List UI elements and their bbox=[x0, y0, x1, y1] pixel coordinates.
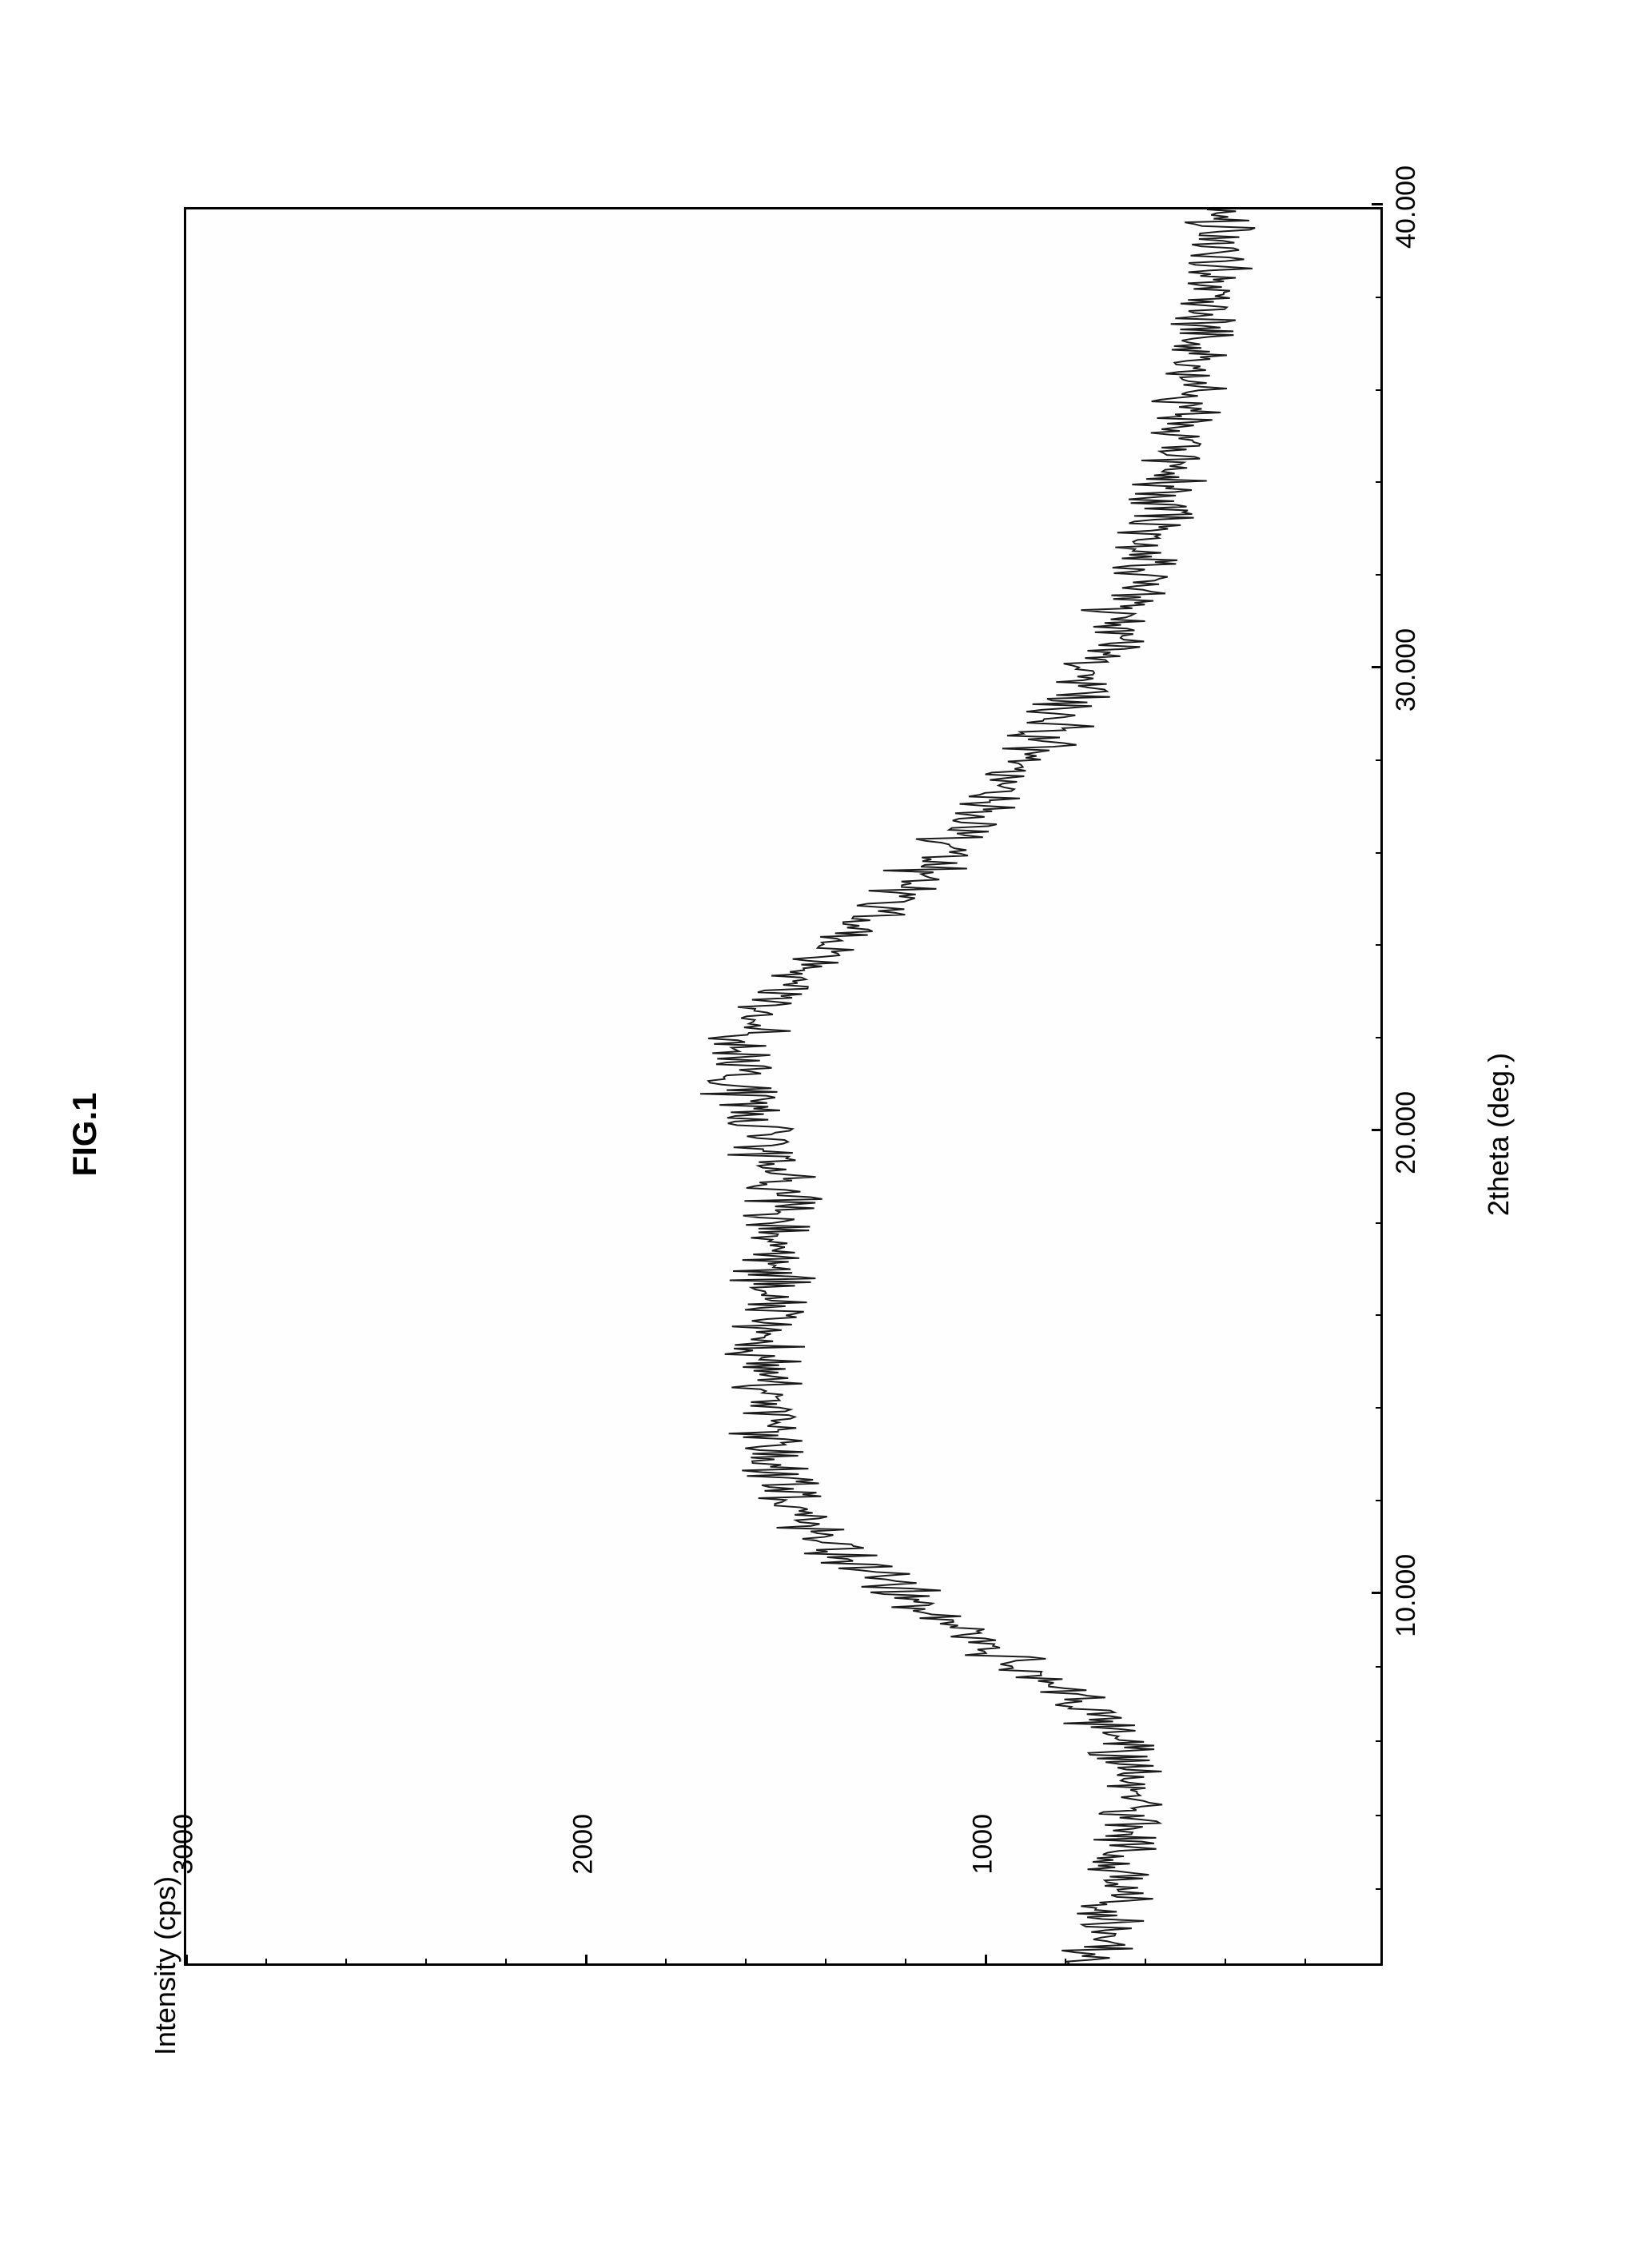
x-tick-minor bbox=[1376, 1666, 1382, 1668]
x-tick-minor bbox=[1376, 574, 1382, 576]
y-tick-minor bbox=[345, 1959, 347, 1965]
y-tick-label: 1000 bbox=[967, 1814, 998, 1910]
x-tick-major bbox=[1372, 665, 1383, 668]
y-tick-minor bbox=[1304, 1959, 1306, 1965]
x-tick-minor bbox=[1376, 1037, 1382, 1038]
plot-area bbox=[184, 207, 1383, 1966]
y-tick-minor bbox=[905, 1959, 906, 1965]
x-tick-minor bbox=[1376, 759, 1382, 760]
x-tick-minor bbox=[1376, 944, 1382, 946]
x-tick-minor bbox=[1376, 481, 1382, 483]
x-tick-minor bbox=[1376, 1222, 1382, 1223]
x-tick-minor bbox=[1376, 1814, 1382, 1816]
x-tick-minor bbox=[1376, 851, 1382, 853]
x-tick-label: 30.000 bbox=[1391, 628, 1422, 711]
y-tick-major bbox=[585, 1955, 588, 1966]
page-container: FIG.1 Intensity (cps) 100020003000 10.00… bbox=[0, 0, 1649, 2268]
y-tick-label: 3000 bbox=[168, 1814, 199, 1910]
x-tick-minor bbox=[1376, 1500, 1382, 1501]
x-tick-minor bbox=[1376, 1740, 1382, 1742]
x-tick-major bbox=[1372, 203, 1383, 205]
x-tick-label: 10.000 bbox=[1391, 1553, 1422, 1636]
xrd-spectrum-trace bbox=[186, 209, 1380, 1963]
y-tick-minor bbox=[825, 1959, 826, 1965]
figure-title: FIG.1 bbox=[66, 175, 104, 2094]
x-tick-label: 40.000 bbox=[1391, 165, 1422, 249]
x-tick-minor bbox=[1376, 296, 1382, 297]
x-tick-major bbox=[1372, 1591, 1383, 1593]
rotated-figure: FIG.1 Intensity (cps) 100020003000 10.00… bbox=[66, 175, 1584, 2094]
y-tick-minor bbox=[505, 1959, 507, 1965]
x-axis-label: 2theta (deg.) bbox=[1482, 1052, 1516, 1215]
x-tick-minor bbox=[1376, 1407, 1382, 1409]
x-tick-minor bbox=[1376, 1888, 1382, 1890]
y-tick-minor bbox=[1145, 1959, 1146, 1965]
y-tick-minor bbox=[265, 1959, 267, 1965]
y-tick-minor bbox=[1065, 1959, 1066, 1965]
y-tick-minor bbox=[745, 1959, 747, 1965]
y-tick-minor bbox=[425, 1959, 427, 1965]
x-tick-major bbox=[1372, 1128, 1383, 1130]
chart-container: Intensity (cps) 100020003000 10.00020.00… bbox=[152, 175, 1471, 2094]
y-tick-minor bbox=[1225, 1959, 1226, 1965]
x-tick-minor bbox=[1376, 389, 1382, 390]
x-tick-minor bbox=[1376, 1314, 1382, 1316]
y-tick-minor bbox=[665, 1959, 667, 1965]
y-tick-major bbox=[985, 1955, 987, 1966]
y-tick-major bbox=[185, 1955, 188, 1966]
x-tick-label: 20.000 bbox=[1391, 1090, 1422, 1174]
y-tick-label: 2000 bbox=[568, 1814, 599, 1910]
